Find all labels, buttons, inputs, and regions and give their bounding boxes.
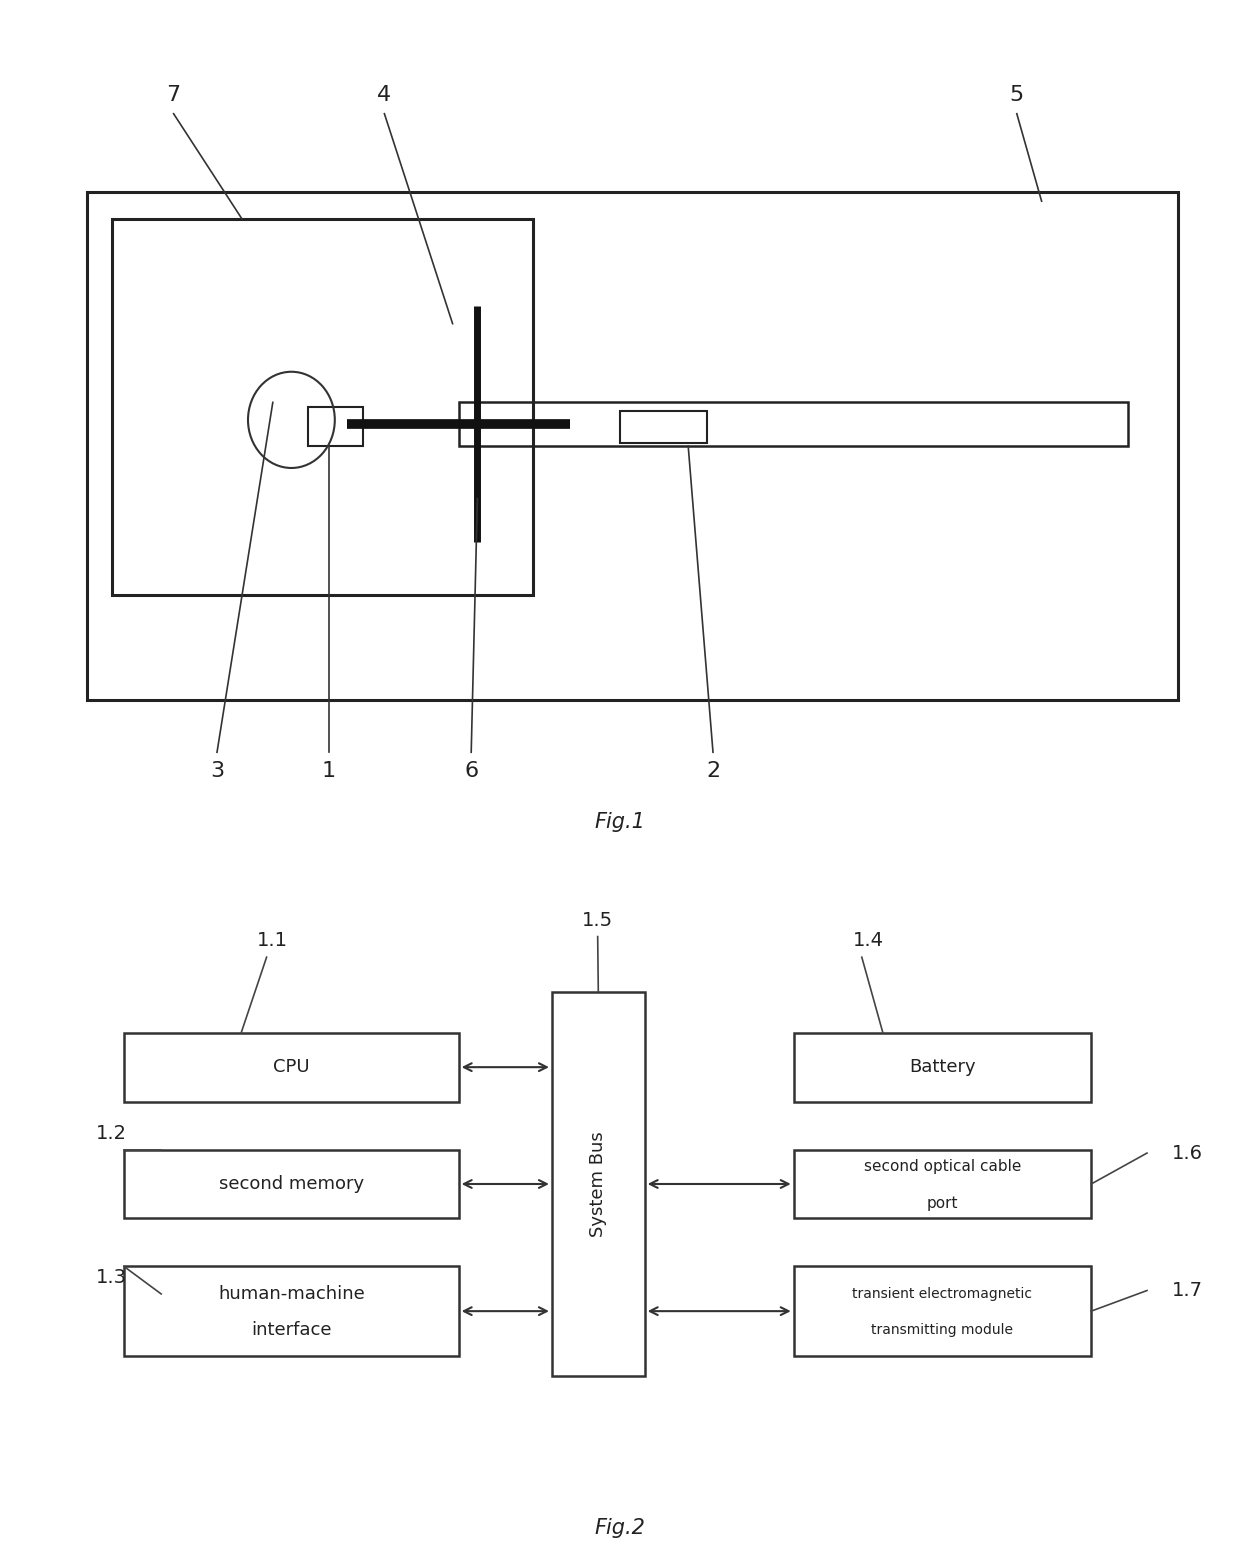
Text: Fig.1: Fig.1: [594, 812, 646, 833]
Text: Battery: Battery: [909, 1057, 976, 1076]
Bar: [87, 192, 1178, 700]
Bar: [620, 411, 707, 444]
Text: Fig.2: Fig.2: [594, 1518, 646, 1537]
Text: 1.4: 1.4: [853, 931, 883, 950]
Text: System Bus: System Bus: [589, 1131, 608, 1237]
Bar: [794, 1150, 1091, 1218]
Text: second memory: second memory: [218, 1175, 365, 1193]
Text: 6: 6: [464, 761, 479, 781]
Text: transient electromagnetic: transient electromagnetic: [852, 1287, 1033, 1301]
Text: 7: 7: [166, 84, 181, 105]
Text: 1: 1: [321, 761, 336, 781]
Bar: [124, 1150, 459, 1218]
Bar: [124, 1032, 459, 1101]
Text: CPU: CPU: [273, 1057, 310, 1076]
Text: 1.1: 1.1: [258, 931, 288, 950]
Text: 1.5: 1.5: [582, 911, 614, 929]
Text: 1.2: 1.2: [97, 1123, 126, 1143]
Text: second optical cable: second optical cable: [864, 1159, 1021, 1175]
Bar: [308, 406, 363, 447]
Bar: [124, 1267, 459, 1356]
Text: 2: 2: [706, 761, 720, 781]
Bar: [794, 1032, 1091, 1101]
Bar: [459, 403, 1128, 447]
Text: human-machine: human-machine: [218, 1286, 365, 1303]
Text: 1.3: 1.3: [97, 1268, 126, 1287]
Text: 4: 4: [377, 84, 392, 105]
Bar: [552, 992, 645, 1376]
Text: interface: interface: [252, 1321, 331, 1339]
Text: 1.6: 1.6: [1172, 1143, 1203, 1162]
Bar: [112, 219, 533, 595]
Text: transmitting module: transmitting module: [872, 1323, 1013, 1337]
Text: port: port: [926, 1196, 959, 1211]
Text: 5: 5: [1009, 84, 1024, 105]
Text: 3: 3: [210, 761, 224, 781]
Bar: [794, 1267, 1091, 1356]
Text: 1.7: 1.7: [1172, 1281, 1203, 1300]
